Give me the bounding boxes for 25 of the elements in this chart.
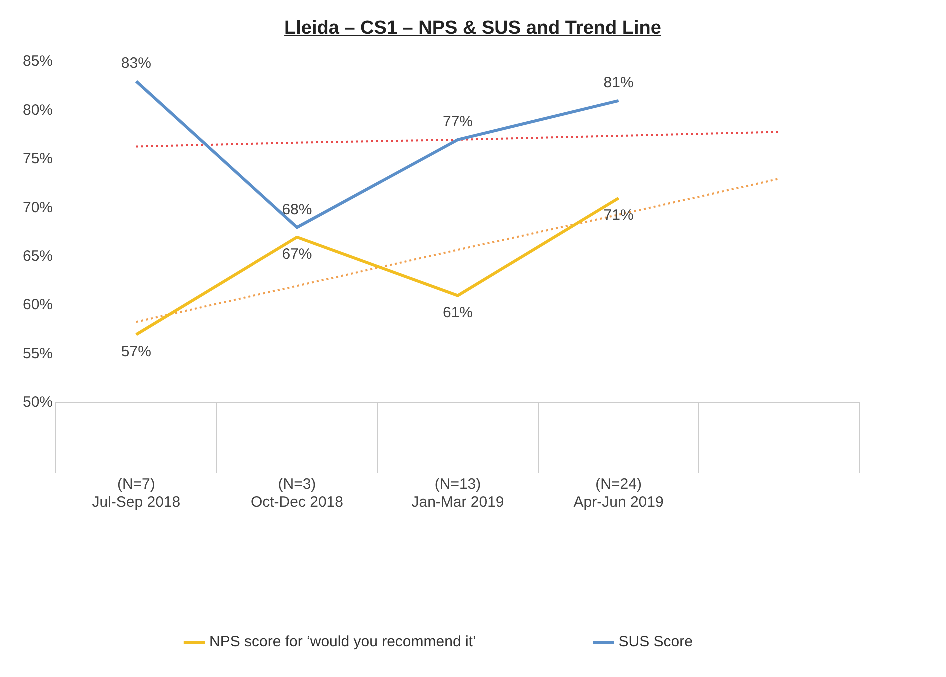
line-series [135, 178, 781, 324]
chart-title: Lleida – CS1 – NPS & SUS and Trend Line [284, 18, 662, 40]
data-label: 61% [442, 304, 474, 322]
data-label: 71% [604, 207, 634, 224]
data-label: 77% [442, 114, 474, 131]
x-tick-label: (N=3) Oct-Dec 2018 [250, 476, 344, 512]
legend-label: NPS score for ‘would you recommend it’ [210, 634, 476, 651]
y-tick-label: 80% [22, 102, 54, 119]
data-label: 57% [121, 343, 152, 360]
y-tick-label: 50% [22, 394, 54, 412]
legend-label: SUS Score [618, 634, 693, 651]
y-tick-label: 85% [22, 53, 54, 70]
line-series [135, 131, 781, 148]
y-tick-label: 65% [22, 248, 54, 265]
y-tick-label: 75% [22, 150, 54, 168]
y-tick-label: 55% [22, 345, 54, 362]
y-tick-label: 60% [22, 296, 54, 314]
data-label: 81% [604, 74, 634, 92]
y-tick-label: 70% [22, 199, 54, 216]
data-label: 67% [282, 246, 312, 264]
data-label: 68% [282, 201, 312, 218]
x-tick-label: (N=7) Jul-Sep 2018 [92, 476, 181, 512]
x-tick-label: (N=24) Apr-Jun 2019 [574, 476, 664, 512]
x-tick-label: (N=13) Jan-Mar 2019 [412, 476, 504, 512]
data-label: 83% [121, 55, 152, 72]
